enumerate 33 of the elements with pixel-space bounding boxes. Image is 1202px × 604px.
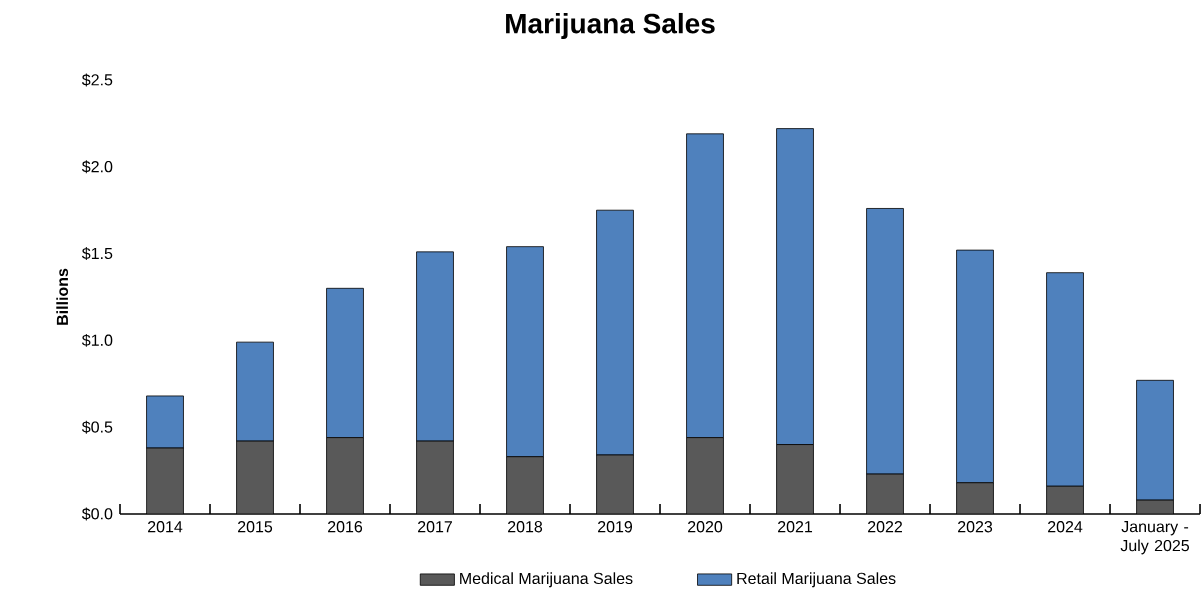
x-tick-label: 2014 bbox=[148, 521, 183, 533]
x-tick-label: 2018 bbox=[508, 521, 543, 533]
y-tick-label: $1.5 bbox=[81, 247, 113, 261]
x-tick-label: 2019 bbox=[598, 521, 633, 533]
x-tick-label: 2016 bbox=[328, 521, 363, 533]
legend-label: Medical Marijuana Sales bbox=[460, 572, 633, 588]
bar bbox=[326, 437, 364, 514]
bar bbox=[236, 440, 274, 514]
bar bbox=[506, 456, 544, 514]
legend-label: Retail Marijuana Sales bbox=[737, 572, 896, 588]
x-tick-label: 2022 bbox=[868, 521, 902, 533]
x-tick-label: 2015 bbox=[238, 521, 273, 533]
y-tick-label: $2.0 bbox=[81, 160, 113, 174]
bar bbox=[146, 447, 184, 514]
bar bbox=[416, 440, 454, 514]
x-tick-label: 2024 bbox=[1048, 521, 1083, 533]
y-axis-title: Billions bbox=[56, 268, 69, 325]
bar bbox=[686, 437, 724, 514]
bar bbox=[1046, 485, 1084, 514]
bar bbox=[866, 473, 904, 514]
y-tick-label: $1.0 bbox=[81, 333, 113, 347]
y-tick-label: $0.0 bbox=[81, 507, 113, 521]
x-tick-label: 2020 bbox=[688, 521, 723, 533]
chart-title: Marijuana Sales bbox=[506, 12, 715, 40]
bar bbox=[596, 454, 634, 514]
y-tick-label: $2.5 bbox=[81, 73, 113, 87]
x-tick-label: 2021 bbox=[778, 521, 813, 533]
y-tick-label: $0.5 bbox=[81, 420, 113, 434]
x-tick-label: January - July 2025 bbox=[1120, 521, 1190, 555]
x-tick-label: 2023 bbox=[958, 521, 993, 533]
bar bbox=[776, 444, 814, 514]
bar bbox=[956, 482, 994, 514]
x-tick-label: 2017 bbox=[418, 521, 452, 533]
